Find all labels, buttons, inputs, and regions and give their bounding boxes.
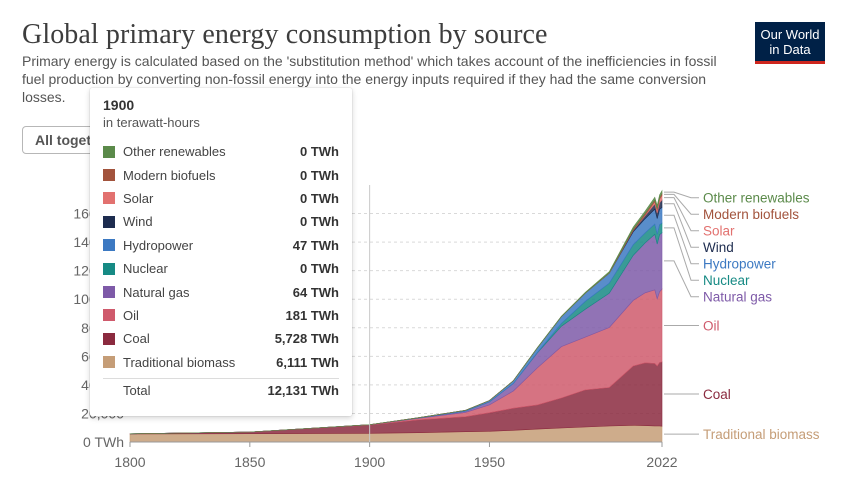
tooltip-row-name: Natural gas <box>123 284 190 300</box>
end-label-connector <box>664 193 699 215</box>
tooltip-row-name: Traditional biomass <box>123 354 236 370</box>
tooltip-rows: Other renewables 0 TWh Modern biofuels 0 TW… <box>103 140 339 374</box>
tooltip-swatch <box>103 239 115 252</box>
tooltip-row-name: Solar <box>123 190 154 206</box>
x-tick-label: 1850 <box>234 454 265 470</box>
y-tick-label: 0 TWh <box>83 434 124 450</box>
tooltip-total-label: Total <box>123 383 151 399</box>
end-label-connector <box>664 197 699 232</box>
end-label: Wind <box>703 240 734 255</box>
tooltip-swatch <box>103 309 115 322</box>
page-title: Global primary energy consumption by sou… <box>22 19 548 50</box>
tooltip-row-value: 47 TWh <box>292 237 339 253</box>
logo-line-1: Our World <box>760 27 820 42</box>
tooltip-row-value: 0 TWh <box>300 214 339 230</box>
tooltip-swatch <box>103 286 115 299</box>
tooltip-row-name: Oil <box>123 307 139 323</box>
end-label: Hydropower <box>703 257 776 272</box>
tooltip-row: Traditional biomass 6,111 TWh <box>103 351 339 374</box>
tooltip-swatch <box>103 145 115 158</box>
end-label: Natural gas <box>703 290 772 305</box>
tooltip-row-name: Modern biofuels <box>123 167 216 183</box>
end-label: Modern biofuels <box>703 207 799 222</box>
tooltip-row-name: Hydropower <box>123 237 194 253</box>
end-label: Other renewables <box>703 191 810 206</box>
tooltip-row-value: 0 TWh <box>300 190 339 206</box>
tooltip-total-value: 12,131 TWh <box>267 383 339 399</box>
tooltip-row-value: 5,728 TWh <box>274 331 339 347</box>
tooltip-row: Natural gas 64 TWh <box>103 280 339 303</box>
end-label-connector <box>664 191 699 199</box>
tooltip-row-value: 0 TWh <box>300 261 339 277</box>
tooltip-row: Solar 0 TWh <box>103 187 339 210</box>
tooltip-row: Wind 0 TWh <box>103 210 339 233</box>
tooltip-row: Hydropower 47 TWh <box>103 234 339 257</box>
x-tick-label: 1950 <box>474 454 505 470</box>
x-tick-label: 2022 <box>646 454 677 470</box>
tooltip-row: Other renewables 0 TWh <box>103 140 339 163</box>
tooltip-swatch <box>103 169 115 182</box>
tooltip-swatch <box>103 262 115 275</box>
end-label: Traditional biomass <box>703 427 820 442</box>
tooltip-row: Modern biofuels 0 TWh <box>103 163 339 186</box>
tooltip-year: 1900 <box>103 97 135 113</box>
logo-line-2: in Data <box>769 42 811 57</box>
end-label-connector <box>664 214 699 265</box>
end-label: Solar <box>703 224 735 239</box>
tooltip-row-value: 181 TWh <box>285 307 339 323</box>
tooltip-unit: in terawatt-hours <box>103 115 200 130</box>
x-tick-label: 1800 <box>114 454 145 470</box>
end-label-connector <box>664 260 699 298</box>
end-label: Oil <box>703 318 720 333</box>
tooltip-row-name: Coal <box>123 331 150 347</box>
x-tick-label: 1900 <box>354 454 385 470</box>
hover-tooltip: 1900 in terawatt-hours Other renewables 0… <box>90 88 352 416</box>
tooltip-row-value: 0 TWh <box>300 144 339 160</box>
tooltip-swatch <box>103 215 115 228</box>
tooltip-row-name: Other renewables <box>123 144 226 160</box>
tooltip-total-row: Total 12,131 TWh <box>103 377 339 403</box>
end-label: Coal <box>703 387 731 402</box>
tooltip-row: Oil 181 TWh <box>103 304 339 327</box>
owid-logo[interactable]: Our World in Data <box>755 22 825 64</box>
tooltip-swatch <box>103 332 115 345</box>
tooltip-row-value: 6,111 TWh <box>276 354 339 370</box>
tooltip-row-value: 0 TWh <box>300 167 339 183</box>
end-label-connector <box>664 227 699 281</box>
tooltip-row: Nuclear 0 TWh <box>103 257 339 280</box>
tooltip-row-value: 64 TWh <box>292 284 339 300</box>
tooltip-swatch <box>103 192 115 205</box>
tooltip-row: Coal 5,728 TWh <box>103 327 339 350</box>
tooltip-row-name: Wind <box>123 214 153 230</box>
page-subtitle: Primary energy is calculated based on th… <box>22 53 717 105</box>
end-label-connector <box>664 203 699 248</box>
tooltip-swatch <box>103 356 115 369</box>
tooltip-row-name: Nuclear <box>123 261 168 277</box>
end-label: Nuclear <box>703 273 750 288</box>
area-other-renewables <box>129 189 663 435</box>
